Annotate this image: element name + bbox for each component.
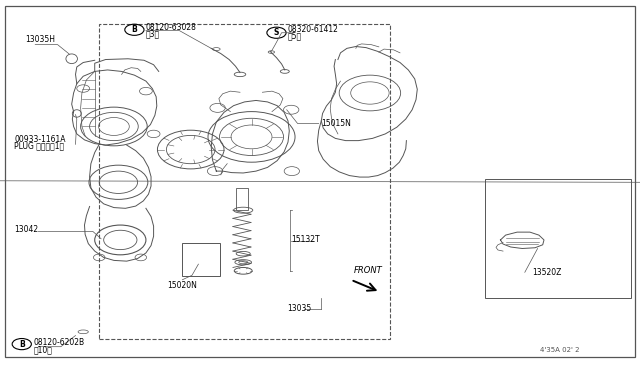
Bar — [485, 179, 631, 298]
Text: 15015N: 15015N — [321, 119, 351, 128]
Text: 13520Z: 13520Z — [532, 268, 562, 277]
Bar — [99, 24, 390, 339]
Text: B: B — [19, 340, 24, 349]
Text: 13035: 13035 — [287, 304, 311, 312]
Text: 08120-63028: 08120-63028 — [146, 23, 196, 32]
Text: 08120-6202B: 08120-6202B — [34, 339, 85, 347]
Text: 〈10〉: 〈10〉 — [34, 345, 52, 354]
Text: 08320-61412: 08320-61412 — [288, 25, 339, 34]
Bar — [236, 188, 248, 210]
Text: FRONT: FRONT — [354, 266, 383, 275]
Text: B: B — [132, 25, 137, 34]
Text: PLUG プラグ（1）: PLUG プラグ（1） — [14, 141, 64, 150]
Text: 15132T: 15132T — [291, 235, 320, 244]
Text: （5）: （5） — [288, 31, 302, 40]
Text: 4'35A 02' 2: 4'35A 02' 2 — [540, 347, 580, 353]
Text: 15020N: 15020N — [168, 281, 198, 290]
Text: 13035H: 13035H — [26, 35, 56, 44]
Bar — [182, 243, 220, 276]
Text: 13042: 13042 — [14, 225, 38, 234]
Text: 00933-1161A: 00933-1161A — [14, 135, 65, 144]
Text: （3）: （3） — [146, 30, 160, 39]
Text: S: S — [274, 28, 279, 37]
